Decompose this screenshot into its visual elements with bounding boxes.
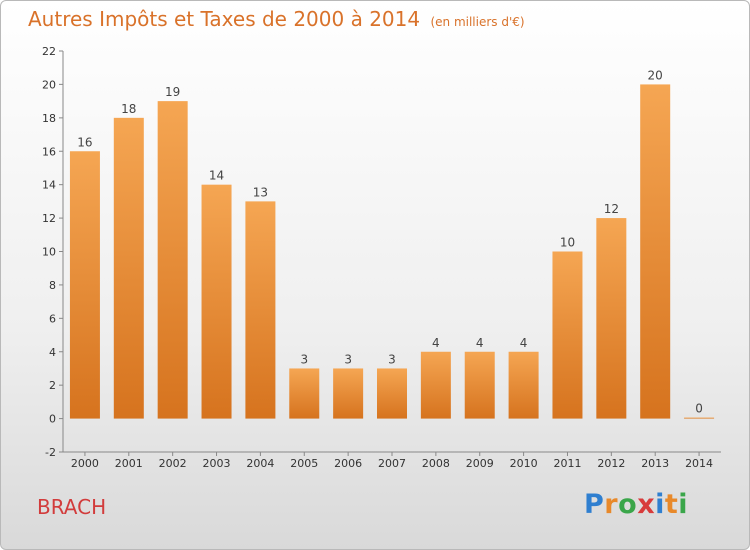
x-tick-label-2008: 2008 (422, 457, 450, 470)
value-label-2000: 16 (77, 135, 92, 149)
x-tick-label-2010: 2010 (510, 457, 538, 470)
value-label-2012: 12 (604, 202, 619, 216)
value-label-2001: 18 (121, 102, 136, 116)
y-tick-label: 2 (49, 379, 56, 392)
bar-2006 (333, 368, 364, 419)
x-tick-label-2007: 2007 (378, 457, 406, 470)
x-tick-label-2014: 2014 (685, 457, 713, 470)
bar-2008 (420, 351, 451, 419)
bar-2001 (113, 117, 144, 419)
x-tick-label-2011: 2011 (553, 457, 581, 470)
bar-2000 (69, 151, 100, 419)
x-tick-label-2000: 2000 (71, 457, 99, 470)
value-label-2004: 13 (253, 185, 268, 199)
y-tick-label: 4 (49, 346, 56, 359)
value-label-2006: 3 (344, 352, 352, 366)
y-tick-label: 14 (42, 179, 56, 192)
y-tick-label: 16 (42, 145, 56, 158)
bar-2011 (552, 251, 583, 419)
title-text: Autres Impôts et Taxes de 2000 à 2014 (28, 7, 421, 31)
bar-2003 (201, 184, 232, 419)
place-name: BRACH (37, 495, 107, 519)
y-tick-label: 12 (42, 212, 56, 225)
x-tick-label-2004: 2004 (246, 457, 274, 470)
x-tick-label-2003: 2003 (203, 457, 231, 470)
value-label-2009: 4 (476, 336, 484, 350)
x-tick-label-2001: 2001 (115, 457, 143, 470)
x-tick-label-2006: 2006 (334, 457, 362, 470)
value-label-2013: 20 (648, 68, 663, 82)
value-label-2007: 3 (388, 352, 396, 366)
bar-2002 (157, 101, 188, 419)
value-label-2011: 10 (560, 236, 575, 250)
value-label-2005: 3 (300, 352, 308, 366)
bar-2005 (289, 368, 320, 419)
value-label-2008: 4 (432, 336, 440, 350)
value-label-2003: 14 (209, 169, 224, 183)
title-unit: (en milliers d'€) (430, 15, 525, 29)
x-tick-label-2013: 2013 (641, 457, 669, 470)
y-tick-label: 10 (42, 246, 56, 259)
y-tick-label: 22 (42, 45, 56, 58)
y-tick-label: 18 (42, 112, 56, 125)
bar-2010 (508, 351, 539, 419)
y-tick-label: 20 (42, 78, 56, 91)
proxiti-logo: Proxiti (584, 489, 689, 520)
y-tick-label: 8 (49, 279, 56, 292)
x-tick-label-2012: 2012 (597, 457, 625, 470)
x-tick-label-2009: 2009 (466, 457, 494, 470)
y-tick-label: 6 (49, 312, 56, 325)
bar-2004 (245, 201, 276, 419)
x-tick-label-2005: 2005 (290, 457, 318, 470)
bar-2007 (377, 368, 407, 419)
value-label-2002: 19 (165, 85, 180, 99)
chart-title: Autres Impôts et Taxes de 2000 à 2014 (e… (28, 7, 525, 31)
bar-2013 (640, 84, 671, 419)
bar-2014 (684, 417, 715, 419)
value-label-2010: 4 (520, 336, 528, 350)
y-tick-label: 0 (49, 413, 56, 426)
bar-2009 (464, 351, 495, 419)
y-tick-label: -2 (45, 446, 56, 459)
bar-2012 (596, 218, 627, 419)
x-tick-label-2002: 2002 (159, 457, 187, 470)
value-label-2014: 0 (695, 402, 703, 416)
